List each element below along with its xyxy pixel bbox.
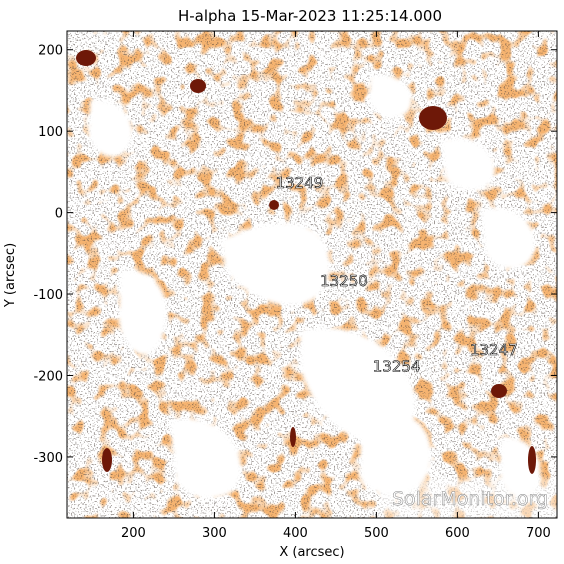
solar-image: SolarMonitor.org	[67, 31, 557, 518]
x-tick-label: 500	[364, 526, 389, 541]
dark-spots	[76, 50, 536, 474]
x-tick-label: 700	[526, 526, 551, 541]
x-axis-label: X (arcsec)	[279, 545, 344, 560]
region-label-13250: 13250	[320, 272, 368, 290]
x-tick-label: 200	[121, 526, 146, 541]
y-axis-label: Y (arcsec)	[3, 243, 18, 308]
y-tick-label: 100	[38, 125, 63, 140]
x-tick-label: 400	[283, 526, 308, 541]
region-label-13249: 13249	[276, 174, 324, 192]
region-labels: 13249 13250 13254 13247	[275, 174, 518, 376]
region-label-13247: 13247	[470, 341, 518, 359]
region-label-13254: 13254	[373, 357, 421, 375]
bright-plage-areas	[88, 74, 541, 499]
x-tick-label: 300	[202, 526, 227, 541]
y-axis-ticks: 200 100 0 -100 -200 -300	[33, 44, 557, 466]
figure-title: H-alpha 15-Mar-2023 11:25:14.000	[178, 7, 442, 25]
x-tick-label: 600	[445, 526, 470, 541]
watermark: SolarMonitor.org	[392, 488, 548, 510]
y-tick-label: 0	[55, 207, 63, 222]
y-tick-label: -100	[33, 288, 63, 303]
plot-frame	[66, 30, 558, 519]
y-tick-label: -300	[33, 451, 63, 466]
y-tick-label: -200	[33, 369, 63, 384]
x-axis-ticks: 200 300 400 500 600 700	[121, 31, 551, 541]
y-tick-label: 200	[38, 44, 63, 59]
